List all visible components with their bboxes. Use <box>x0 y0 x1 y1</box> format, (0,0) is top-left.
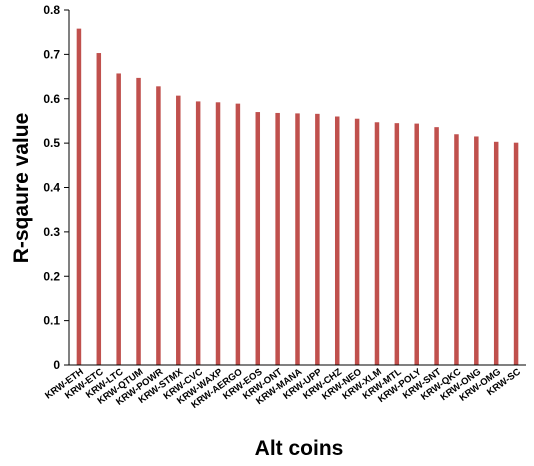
y-tick-label: 0.6 <box>43 92 60 106</box>
y-tick-label: 0.1 <box>43 314 60 328</box>
bar-krw-snt <box>434 127 439 366</box>
bar-krw-qkc <box>454 134 459 365</box>
bar-krw-ltc <box>116 73 121 366</box>
y-tick-label: 0.2 <box>43 269 60 283</box>
bar-krw-qtum <box>136 77 141 366</box>
y-tick-label: 0.8 <box>43 3 60 17</box>
y-tick-label: 0.5 <box>43 136 60 150</box>
x-axis-title: Alt coins <box>255 437 344 460</box>
y-axis-ticks: 0 0.1 0.2 0.3 0.4 0.5 0.6 0.7 0.8 <box>43 3 69 372</box>
bar-krw-ont <box>275 112 280 365</box>
y-tick-label: 0 <box>53 358 60 372</box>
bar-krw-xlm <box>374 122 380 365</box>
bar-krw-mana <box>295 113 300 365</box>
bar-krw-etc <box>96 53 102 365</box>
bar-krw-waxp <box>215 102 221 366</box>
x-axis-category-labels: KRW-ETHKRW-ETCKRW-LTCKRW-QTUMKRW-POWRKRW… <box>43 366 523 411</box>
bar-krw-poly <box>414 123 419 365</box>
bar-krw-omg <box>493 141 499 365</box>
bar-krw-upp <box>315 113 320 366</box>
bar-krw-powr <box>156 86 161 365</box>
bar-krw-eth <box>76 28 82 365</box>
bar-krw-ong <box>474 136 479 365</box>
bar-krw-cvc <box>195 101 201 365</box>
bar-krw-neo <box>354 118 360 365</box>
bars <box>76 28 519 366</box>
bar-krw-mtl <box>394 123 400 365</box>
y-tick-label: 0.4 <box>43 181 60 195</box>
bar-krw-stmx <box>176 95 181 366</box>
y-axis-title: R-sqaure value <box>10 113 33 264</box>
y-tick-label: 0.7 <box>43 47 60 61</box>
bar-krw-chz <box>334 116 340 365</box>
y-tick-label: 0.3 <box>43 225 60 239</box>
bar-krw-eos <box>255 112 261 365</box>
bar-krw-sc <box>513 142 519 365</box>
bar-krw-aergo <box>235 103 241 365</box>
